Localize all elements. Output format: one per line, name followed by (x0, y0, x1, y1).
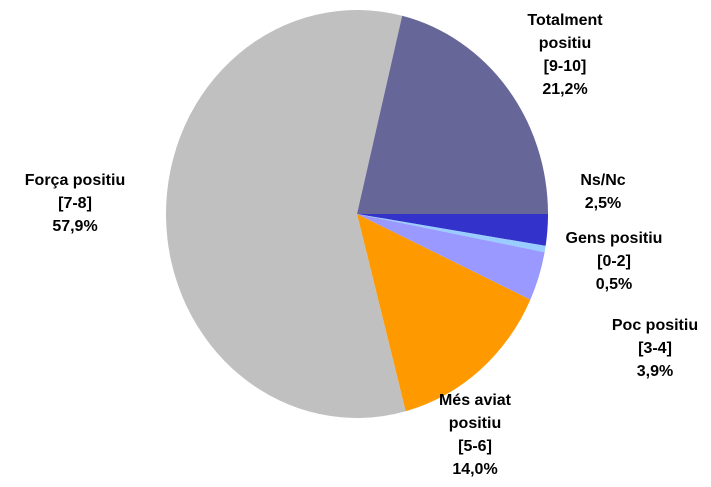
slice-label: Totalment positiu [9-10] (527, 12, 603, 75)
value-label: 2,5% (585, 195, 621, 212)
pie-slice (357, 214, 546, 253)
pie-slice (165, 9, 406, 418)
pie-slice (357, 214, 548, 246)
pie-slice (357, 214, 531, 412)
pie-slice (357, 15, 548, 215)
pie-slice (357, 214, 545, 300)
slice-label: Més aviat positiu [5-6] (439, 392, 512, 455)
slice-label: Ns/Nc (580, 172, 625, 189)
value-label: 57,9% (52, 218, 97, 235)
slice-label: Gens positiu [0-2] (566, 230, 663, 270)
value-label: 21,2% (542, 81, 587, 98)
slice-label: Força positiu [7-8] (25, 172, 125, 212)
value-label: 14,0% (452, 461, 497, 478)
slice-label: Poc positiu [3-4] (612, 317, 698, 357)
value-label: 3,9% (637, 363, 673, 380)
value-label: 0,5% (596, 276, 632, 293)
